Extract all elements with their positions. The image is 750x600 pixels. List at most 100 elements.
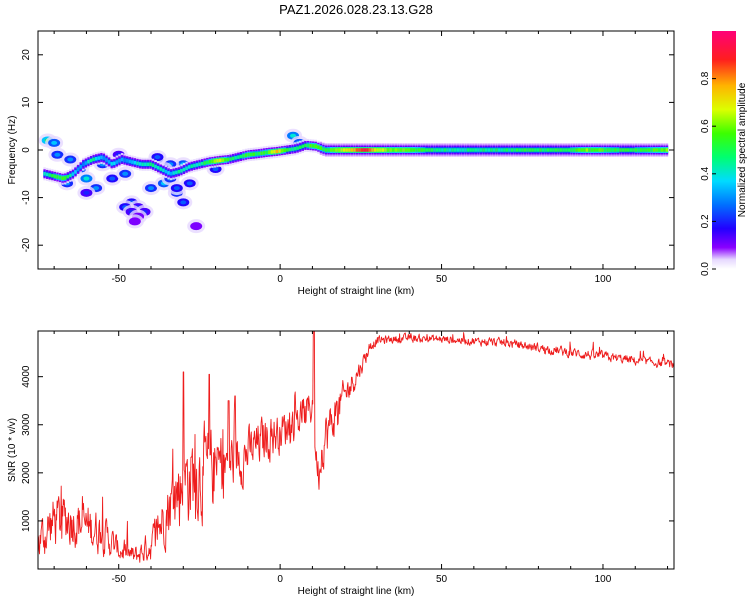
spectrogram-ridge-cell: [311, 144, 315, 148]
spectrogram-patch-core: [83, 176, 90, 181]
spectrogram-ridge-cell: [438, 148, 441, 152]
spectrogram-ridge-cell: [650, 148, 653, 152]
spectrogram-patch-core: [173, 186, 180, 191]
spectrogram-ridge-cell: [559, 148, 563, 152]
spectrogram-ridge-cell: [190, 164, 193, 168]
spectrogram-ridge-cell: [461, 148, 465, 152]
snr-x-ticks: -50 0 50 100 1000 2000 3000 4000: [21, 331, 674, 585]
spectrogram-ridge-cell: [402, 148, 405, 152]
spectrogram-ridge-cell: [314, 144, 317, 148]
spectrogram-ridge-cell: [244, 153, 248, 157]
spectrogram-ridge-cell: [337, 148, 341, 152]
spectrogram-ridge-cell: [660, 148, 664, 152]
spectrogram-ridge-cell: [45, 172, 49, 177]
spectrogram-ridge-cell: [521, 148, 524, 152]
spectrogram-ridge-cell: [464, 148, 467, 152]
spectrogram-ridge-cell: [526, 148, 529, 152]
spectrogram-ridge-cell: [265, 150, 268, 155]
spectrogram-ridge-cell: [446, 148, 449, 152]
spectrogram-y-tick-label: 0: [21, 147, 32, 153]
spectrogram-ridge-cell: [479, 148, 483, 152]
spectrogram-ridge-cell: [487, 148, 490, 152]
spectrogram-ridge-cell: [376, 148, 379, 152]
spectrogram-ridge-cell: [652, 148, 656, 152]
spectrogram-ridge-cell: [621, 148, 625, 152]
spectrogram-ridge-cell: [392, 148, 395, 152]
spectrogram-patches: [38, 128, 309, 234]
spectrogram-ridge-cell: [562, 148, 565, 152]
spectrogram-ridge-cell: [175, 170, 178, 175]
spectrogram-patch-core: [54, 152, 61, 157]
spectrogram-y-tick-label: 10: [21, 96, 32, 108]
spectrogram-ridge-cell: [79, 165, 82, 169]
spectrogram-ridge-cell: [399, 148, 403, 152]
spectrogram-ridge-cell: [549, 148, 552, 152]
snr-panel: -50 0 50 100 1000 2000 3000 4000 Height of stra…: [7, 330, 675, 597]
spectrogram-ridge-cell: [115, 160, 119, 164]
spectrogram-ridge-cell: [552, 148, 555, 152]
spectrogram-ridge-cell: [371, 148, 374, 152]
spectrogram-ridge-cell: [203, 161, 206, 165]
spectrogram-patch-core: [186, 181, 193, 186]
spectrogram-ridge-cell: [273, 149, 276, 154]
spectrogram-ridge-cell: [133, 160, 137, 165]
spectrogram-ridge-cell: [257, 151, 261, 156]
spectrogram-ridge-cell: [193, 163, 196, 168]
spectrogram-ridge-cell: [154, 164, 157, 169]
snr-y-tick-label: 1000: [21, 509, 32, 532]
spectrogram-ridge-cell: [110, 162, 113, 166]
spectrogram-ridge-cell: [48, 173, 51, 177]
spectrogram-ridge-cell: [286, 148, 289, 152]
spectrogram-patch-core: [180, 200, 187, 205]
spectrogram-ridge-cell: [291, 147, 294, 151]
spectrogram-ridge-cell: [146, 162, 150, 167]
spectrogram-ridge-cell: [200, 161, 204, 166]
colorbar-label: Normalized spectral amplitude: [737, 82, 748, 217]
spectrogram-ridge-cell: [144, 162, 147, 167]
spectrogram-ridge-cell: [482, 148, 485, 152]
spectrogram-ridge-cell: [665, 148, 669, 152]
spectrogram-ridge-cell: [358, 148, 361, 152]
spectrogram-ridge-cell: [177, 169, 181, 174]
spectrogram-ridge-cell: [508, 148, 511, 152]
spectrogram-ridge-cell: [554, 148, 558, 152]
spectrogram-ridge-cell: [410, 148, 413, 152]
spectrogram-ridge-cell: [381, 148, 385, 152]
colorbar-tick-label: 0.6: [700, 119, 711, 133]
spectrogram-ridge-cell: [645, 148, 648, 152]
spectrogram-ridge-cell: [105, 158, 108, 162]
spectrogram-ridge-cell: [159, 167, 162, 171]
spectrogram-ridge-cell: [304, 143, 307, 148]
spectrogram-ridge-cell: [577, 148, 581, 152]
spectrogram-ridge-cell: [322, 147, 325, 151]
spectrogram-ridge-cell: [505, 148, 509, 152]
spectrogram-ridge-cell: [51, 173, 54, 178]
spectrogram-ridge-cell: [182, 167, 186, 172]
spectrogram-ridge-cell: [575, 148, 578, 152]
spectrogram-ridge-cell: [415, 148, 418, 152]
spectrogram-ridge-cell: [492, 148, 496, 152]
spectrogram-ridge-cell: [270, 150, 274, 154]
spectrogram-ridge-cell: [198, 162, 201, 167]
spectrogram-ridge-cell: [518, 148, 521, 152]
spectrogram-y-tick-label: 20: [21, 49, 32, 61]
spectrogram-ridge-cell: [373, 148, 377, 152]
spectrogram-patch-core: [109, 176, 116, 181]
spectrogram-ridge-cell: [423, 148, 426, 152]
spectrogram-ridge-cell: [627, 148, 630, 152]
spectrogram-y-tick-label: -10: [21, 190, 32, 205]
spectrogram-ridge-cell: [237, 155, 240, 159]
spectrogram-ridge-cell: [280, 148, 284, 153]
snr-y-tick-label: 2000: [21, 461, 32, 484]
spectrogram-ridge-cell: [309, 143, 312, 148]
spectrogram-ridge-cell: [128, 159, 131, 164]
spectrogram-ridge-cell: [557, 148, 560, 152]
spectrogram-patch-core: [154, 155, 161, 160]
figure-title: PAZ1.2026.028.23.13.G28: [279, 2, 433, 17]
spectrogram-ridge-cell: [500, 148, 503, 152]
spectrogram-ridge-cell: [255, 152, 258, 156]
snr-y-tick-label: 3000: [21, 413, 32, 436]
spectrogram-ridge-cell: [565, 148, 568, 152]
snr-y-tick-label: 4000: [21, 365, 32, 388]
